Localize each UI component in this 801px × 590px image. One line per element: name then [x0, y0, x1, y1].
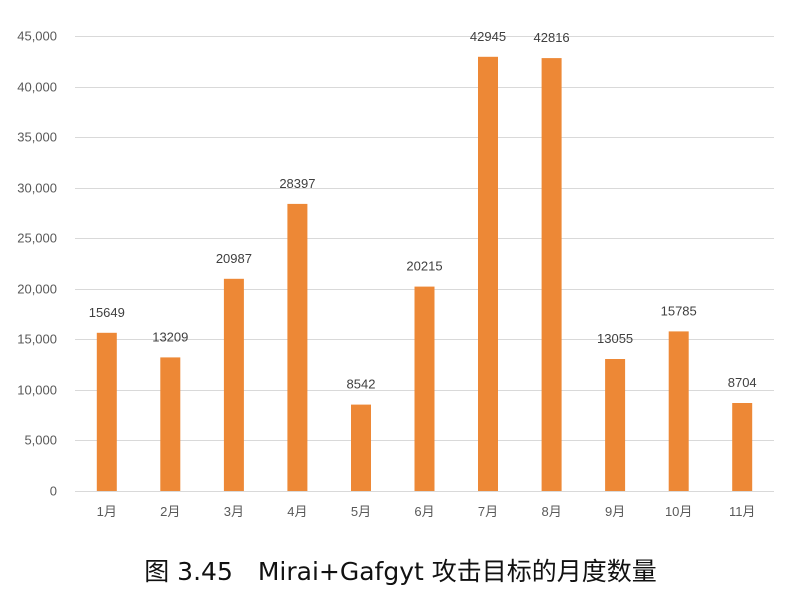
y-tick-label: 45,000 [17, 29, 57, 44]
data-label: 8542 [347, 377, 376, 392]
x-tick-label: 5月 [351, 504, 371, 519]
data-label: 13055 [597, 331, 633, 346]
x-tick-label: 8月 [541, 504, 561, 519]
x-tick-label: 9月 [605, 504, 625, 519]
y-tick-label: 35,000 [17, 130, 57, 145]
data-label: 15785 [661, 303, 697, 318]
bar [96, 332, 117, 491]
bar [668, 331, 689, 491]
x-tick-label: 6月 [414, 504, 434, 519]
x-tick-label: 1月 [97, 504, 117, 519]
x-tick-label: 3月 [224, 504, 244, 519]
x-tick-label: 7月 [478, 504, 498, 519]
data-label: 13209 [152, 329, 188, 344]
bar [223, 278, 244, 491]
y-tick-label: 15,000 [17, 332, 57, 347]
bars [96, 56, 753, 492]
bar [605, 359, 626, 491]
y-tick-label: 0 [50, 484, 57, 499]
x-tick-label: 11月 [729, 504, 756, 519]
y-tick-label: 25,000 [17, 231, 57, 246]
bar [414, 286, 435, 491]
x-tick-label: 4月 [287, 504, 307, 519]
y-tick-label: 20,000 [17, 282, 57, 297]
y-tick-label: 10,000 [17, 383, 57, 398]
data-labels: 15649 13209 20987 28397 8542 20215 42945 42816 1… [89, 29, 757, 392]
bar [287, 203, 308, 491]
data-label: 15649 [89, 305, 125, 320]
bar [732, 403, 753, 491]
bar [541, 58, 562, 491]
figure-caption: 图 3.45 Mirai+Gafgyt 攻击目标的月度数量 [144, 557, 657, 586]
data-label: 8704 [728, 375, 757, 390]
data-label: 42816 [534, 30, 570, 45]
bar [478, 56, 498, 492]
y-tick-label: 40,000 [17, 80, 57, 95]
bar [160, 357, 181, 491]
data-label: 28397 [279, 176, 315, 191]
data-label: 42945 [470, 29, 506, 44]
y-axis-tick-labels: 0 5,000 10,000 15,000 20,000 25,000 30,000 35,0… [17, 29, 57, 499]
x-axis-tick-labels: 1月 2月 3月 4月 5月 6月 7月 8月 9月 10月 11月 [97, 504, 756, 519]
y-tick-label: 5,000 [24, 433, 57, 448]
data-label: 20987 [216, 251, 252, 266]
data-label: 20215 [406, 259, 442, 274]
x-tick-label: 2月 [160, 504, 180, 519]
x-tick-label: 10月 [665, 504, 692, 519]
bar [351, 404, 371, 491]
y-tick-label: 30,000 [17, 181, 57, 196]
bar-chart: 0 5,000 10,000 15,000 20,000 25,000 30,000 35,0… [17, 29, 774, 519]
